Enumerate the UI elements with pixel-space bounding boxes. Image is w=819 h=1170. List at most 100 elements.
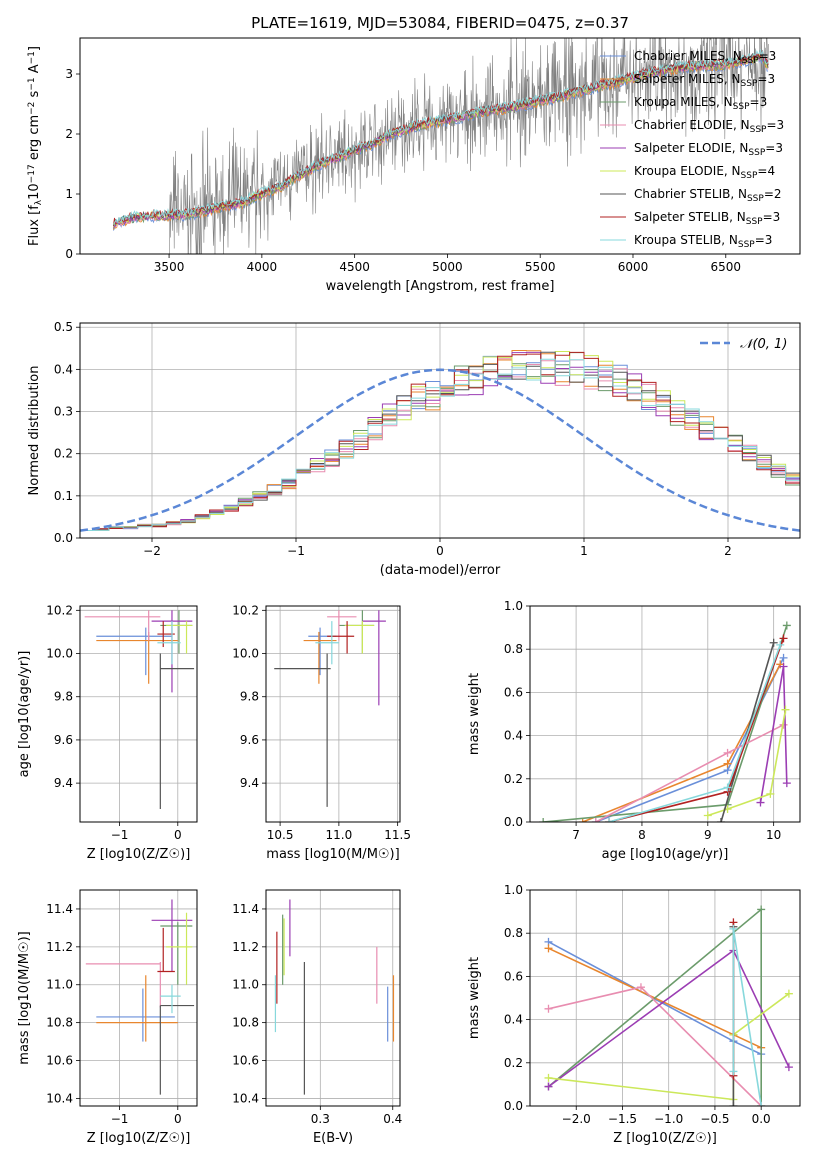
y-tick-label: 11.2 <box>232 940 259 954</box>
weight-marker <box>779 653 788 662</box>
plot-area-age_vs_mass <box>266 606 400 822</box>
axes-frame <box>265 889 401 1107</box>
histogram-step-line <box>80 351 800 531</box>
x-tick-label: −1.0 <box>654 1112 683 1126</box>
y-tick-label: 11.4 <box>232 902 259 916</box>
x-tick-label: 6500 <box>710 260 741 274</box>
x-tick-label: −2.0 <box>562 1112 591 1126</box>
axes-frame <box>79 605 198 823</box>
x-tick-label: 11.5 <box>384 828 411 842</box>
axes-frame <box>79 37 801 255</box>
weight-marker <box>729 1102 738 1106</box>
y-tick-label: 1.0 <box>504 599 523 613</box>
x-tick-label: −1 <box>287 544 305 558</box>
histogram-step-line <box>80 350 800 531</box>
y-tick-label: 0.6 <box>504 969 523 983</box>
legend-label: Salpeter STELIB, NSSP=3 <box>634 210 780 227</box>
x-tick-label: −0.5 <box>700 1112 729 1126</box>
weight-marker <box>729 1067 738 1076</box>
x-tick-label: 0.4 <box>383 1112 402 1126</box>
histogram-step-line <box>80 358 800 531</box>
y-tick-label: 1.0 <box>504 883 523 897</box>
axes-frame <box>529 605 801 823</box>
y-tick-label: 0.6 <box>504 685 523 699</box>
axes-frame <box>265 605 401 823</box>
weight-marker <box>729 924 738 933</box>
histogram-step-line <box>80 358 800 531</box>
y-tick-label: 10.0 <box>46 647 73 661</box>
y-tick-label: 0.8 <box>504 926 523 940</box>
y-tick-label: 0.0 <box>54 531 73 545</box>
figure-title: PLATE=1619, MJD=53084, FIBERID=0475, z=0… <box>251 14 629 32</box>
weight-marker <box>544 1073 553 1082</box>
histogram-step-line <box>80 351 800 531</box>
y-tick-label: 9.8 <box>240 690 259 704</box>
y-tick-label: 10.8 <box>46 1016 73 1030</box>
weight-marker <box>636 983 645 992</box>
y-tick-label: 10.0 <box>232 647 259 661</box>
x-tick-label: 0 <box>436 544 444 558</box>
y-tick-label: 9.4 <box>54 776 73 790</box>
legend-label: Chabrier STELIB, NSSP=2 <box>634 187 782 204</box>
x-tick-label: 0.3 <box>311 1112 330 1126</box>
legend-label: Salpeter ELODIE, NSSP=3 <box>634 141 783 158</box>
weight-marker <box>757 1102 766 1106</box>
y-tick-label: 10.8 <box>232 1016 259 1030</box>
x-tick-label: 2 <box>724 544 732 558</box>
legend-label: Kroupa ELODIE, NSSP=4 <box>634 164 775 181</box>
model-spectrum-line <box>112 52 769 227</box>
weight-marker <box>723 759 732 768</box>
weight-marker <box>779 634 788 643</box>
x-axis-label: wavelength [Angstrom, rest frame] <box>326 279 555 294</box>
y-tick-label: 11.4 <box>46 902 73 916</box>
weight-marker <box>782 779 791 788</box>
legend-label: Kroupa MILES, NSSP=3 <box>634 95 767 112</box>
weight-marker <box>723 783 732 792</box>
x-axis-label: E(B-V) <box>313 1131 353 1146</box>
x-tick-label: 0 <box>174 1112 182 1126</box>
x-axis-label: (data-model)/error <box>380 563 501 578</box>
y-tick-label: 0.2 <box>504 1056 523 1070</box>
weight-line <box>608 644 781 822</box>
weight-marker <box>757 905 766 914</box>
y-tick-label: 0.3 <box>54 405 73 419</box>
y-axis-label: Flux [fλ10−17 erg cm−2 s−1 A−1] <box>27 46 44 246</box>
chart-weight_vs_age: 7 8 9 10 0.0 0.2 0.4 0.6 0.8 1.0 age [log10(age/yr… <box>467 599 801 862</box>
y-tick-label: 10.6 <box>46 1054 73 1068</box>
histogram-step-line <box>80 352 800 531</box>
axes-frame <box>79 889 198 1107</box>
x-tick-label: 4000 <box>247 260 278 274</box>
weight-marker <box>591 818 600 822</box>
x-tick-label: 11.0 <box>326 828 353 842</box>
weight-line <box>595 724 784 822</box>
chart-age_vs_Z: −1 0 9.4 9.6 9.8 10.0 10.2 Z [log10(Z/Z☉)] age [… <box>17 603 198 862</box>
x-tick-label: 5000 <box>432 260 463 274</box>
y-tick-label: 0 <box>65 247 73 261</box>
x-axis-label: mass [log10(M/M☉)] <box>266 847 399 862</box>
plot-area-spectrum <box>112 38 769 254</box>
y-tick-label: 10.2 <box>232 603 259 617</box>
y-tick-label: 9.8 <box>54 690 73 704</box>
plot-area-mass_vs_Z <box>80 890 197 1106</box>
weight-marker <box>544 1082 553 1091</box>
x-tick-label: −1 <box>111 828 129 842</box>
histogram-step-line <box>80 351 800 531</box>
x-tick-label: 0 <box>174 828 182 842</box>
x-tick-label: 4500 <box>339 260 370 274</box>
y-tick-label: 11.0 <box>46 978 73 992</box>
chart-residuals: −2 −1 0 1 2 0.0 0.1 0.2 0.3 0.4 0.5 (data-model)/er… <box>27 320 801 578</box>
y-tick-label: 0.8 <box>504 642 523 656</box>
axes-frame <box>529 889 801 1107</box>
weight-marker <box>544 1004 553 1013</box>
x-tick-label: 1 <box>580 544 588 558</box>
weight-marker <box>756 798 765 807</box>
y-tick-label: 11.0 <box>232 978 259 992</box>
y-tick-label: 9.6 <box>54 733 73 747</box>
y-tick-label: 9.6 <box>240 733 259 747</box>
x-axis-label: age [log10(age/yr)] <box>602 847 729 862</box>
y-tick-label: 0.2 <box>54 447 73 461</box>
y-axis-label: age [log10(age/yr)] <box>17 651 32 778</box>
weight-marker <box>784 989 793 998</box>
plot-area-residuals <box>80 323 800 538</box>
